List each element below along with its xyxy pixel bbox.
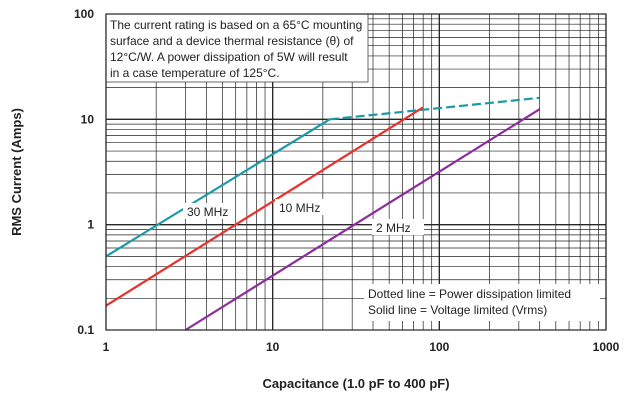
series-layer bbox=[105, 96, 541, 331]
bottom-note-line-1: Dotted line = Power dissipation limited bbox=[368, 287, 571, 301]
y-tick-label: 0.1 bbox=[77, 323, 94, 337]
series-label-10mhz: 10 MHz bbox=[279, 201, 320, 215]
x-tick-label: 10 bbox=[266, 340, 280, 354]
x-tick-label: 1 bbox=[103, 340, 110, 354]
series-line-30-mhz-dashed bbox=[329, 96, 540, 121]
top-note-line-1: The current rating is based on a 65°C mo… bbox=[110, 18, 362, 32]
series-label-bg-30mhz bbox=[183, 203, 235, 219]
x-tick-label: 100 bbox=[429, 340, 449, 354]
top-note-line-3: 12°C/W. A power dissipation of 5W will r… bbox=[110, 50, 348, 64]
y-tick-label: 1 bbox=[87, 218, 94, 232]
plot-frame bbox=[105, 13, 607, 331]
y-tick-label: 100 bbox=[74, 7, 94, 21]
series-label-2mhz: 2 MHz bbox=[376, 221, 411, 235]
series-label-30mhz: 30 MHz bbox=[187, 205, 228, 219]
series-line-10-mhz-solid bbox=[105, 106, 424, 307]
top-note-line-4: in a case temperature of 125°C. bbox=[110, 66, 280, 80]
bottom-note-box bbox=[364, 284, 600, 321]
series-label-bg-10mhz bbox=[275, 199, 327, 215]
x-tick-label: 1000 bbox=[593, 340, 620, 354]
top-note-box bbox=[105, 13, 369, 83]
tick-labels: 1 10 100 1000 0.1 1 10 100 bbox=[74, 7, 620, 354]
bottom-note-line-2: Solid line = Voltage limited (Vrms) bbox=[368, 303, 547, 317]
y-axis-label: RMS Current (Amps) bbox=[9, 108, 24, 236]
top-note-line-2: surface and a device thermal resistance … bbox=[110, 34, 354, 48]
series-label-bg-2mhz bbox=[372, 219, 424, 235]
x-axis-label: Capacitance (1.0 pF to 400 pF) bbox=[262, 376, 449, 391]
series-line-30-mhz-solid bbox=[105, 118, 331, 258]
series-line-2-mhz-solid bbox=[184, 108, 541, 331]
y-tick-label: 10 bbox=[81, 112, 95, 126]
